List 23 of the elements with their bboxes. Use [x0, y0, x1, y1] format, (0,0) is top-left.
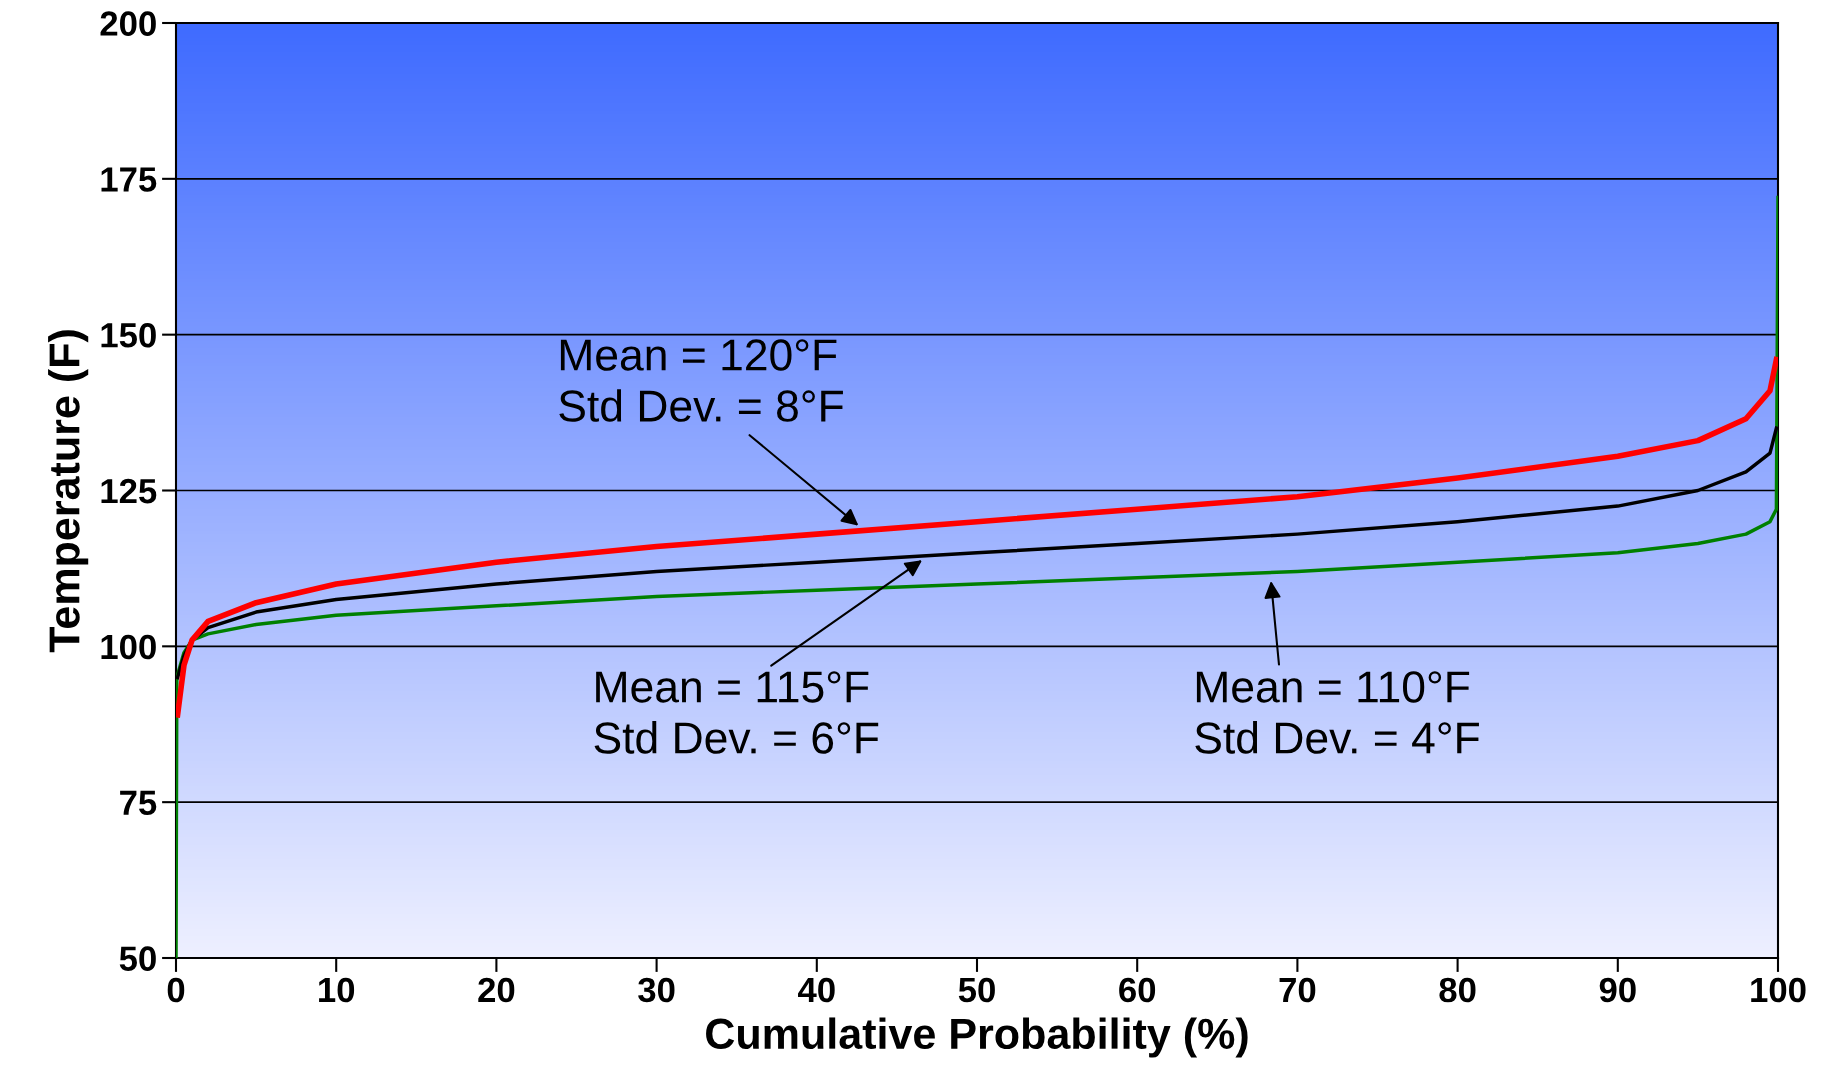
x-tick-label: 40: [798, 977, 835, 1003]
y-tick-label: 200: [100, 11, 156, 36]
x-tick-label: 0: [167, 977, 185, 1003]
y-tick-label: 50: [119, 946, 156, 971]
x-tick-label: 80: [1439, 977, 1476, 1003]
y-axis-title: Temperature (F): [48, 330, 89, 653]
annotation: Mean = 110°F Std Dev. = 4°F: [1195, 671, 1479, 754]
x-tick-label: 20: [478, 977, 515, 1003]
x-tick-label: 90: [1599, 977, 1636, 1003]
x-axis-title: Cumulative Probability (%): [706, 1017, 1248, 1058]
x-tick-label: 30: [638, 977, 675, 1003]
y-tick-label: 150: [101, 323, 156, 348]
y-tick-label: 175: [101, 167, 157, 192]
y-tick-label: 125: [101, 478, 157, 504]
x-tick-label: 100: [1751, 977, 1806, 1003]
x-tick-label: 10: [319, 977, 355, 1003]
annotation: Mean = 115°F Std Dev. = 6°F: [594, 671, 879, 754]
x-tick-label: 60: [1119, 977, 1156, 1003]
y-tick-label: 75: [120, 790, 157, 816]
y-tick-label: 100: [101, 634, 156, 660]
x-tick-label: 70: [1279, 977, 1316, 1003]
annotation: Mean = 120°F Std Dev. = 8°F: [559, 339, 843, 422]
x-tick-label: 50: [958, 977, 995, 1003]
